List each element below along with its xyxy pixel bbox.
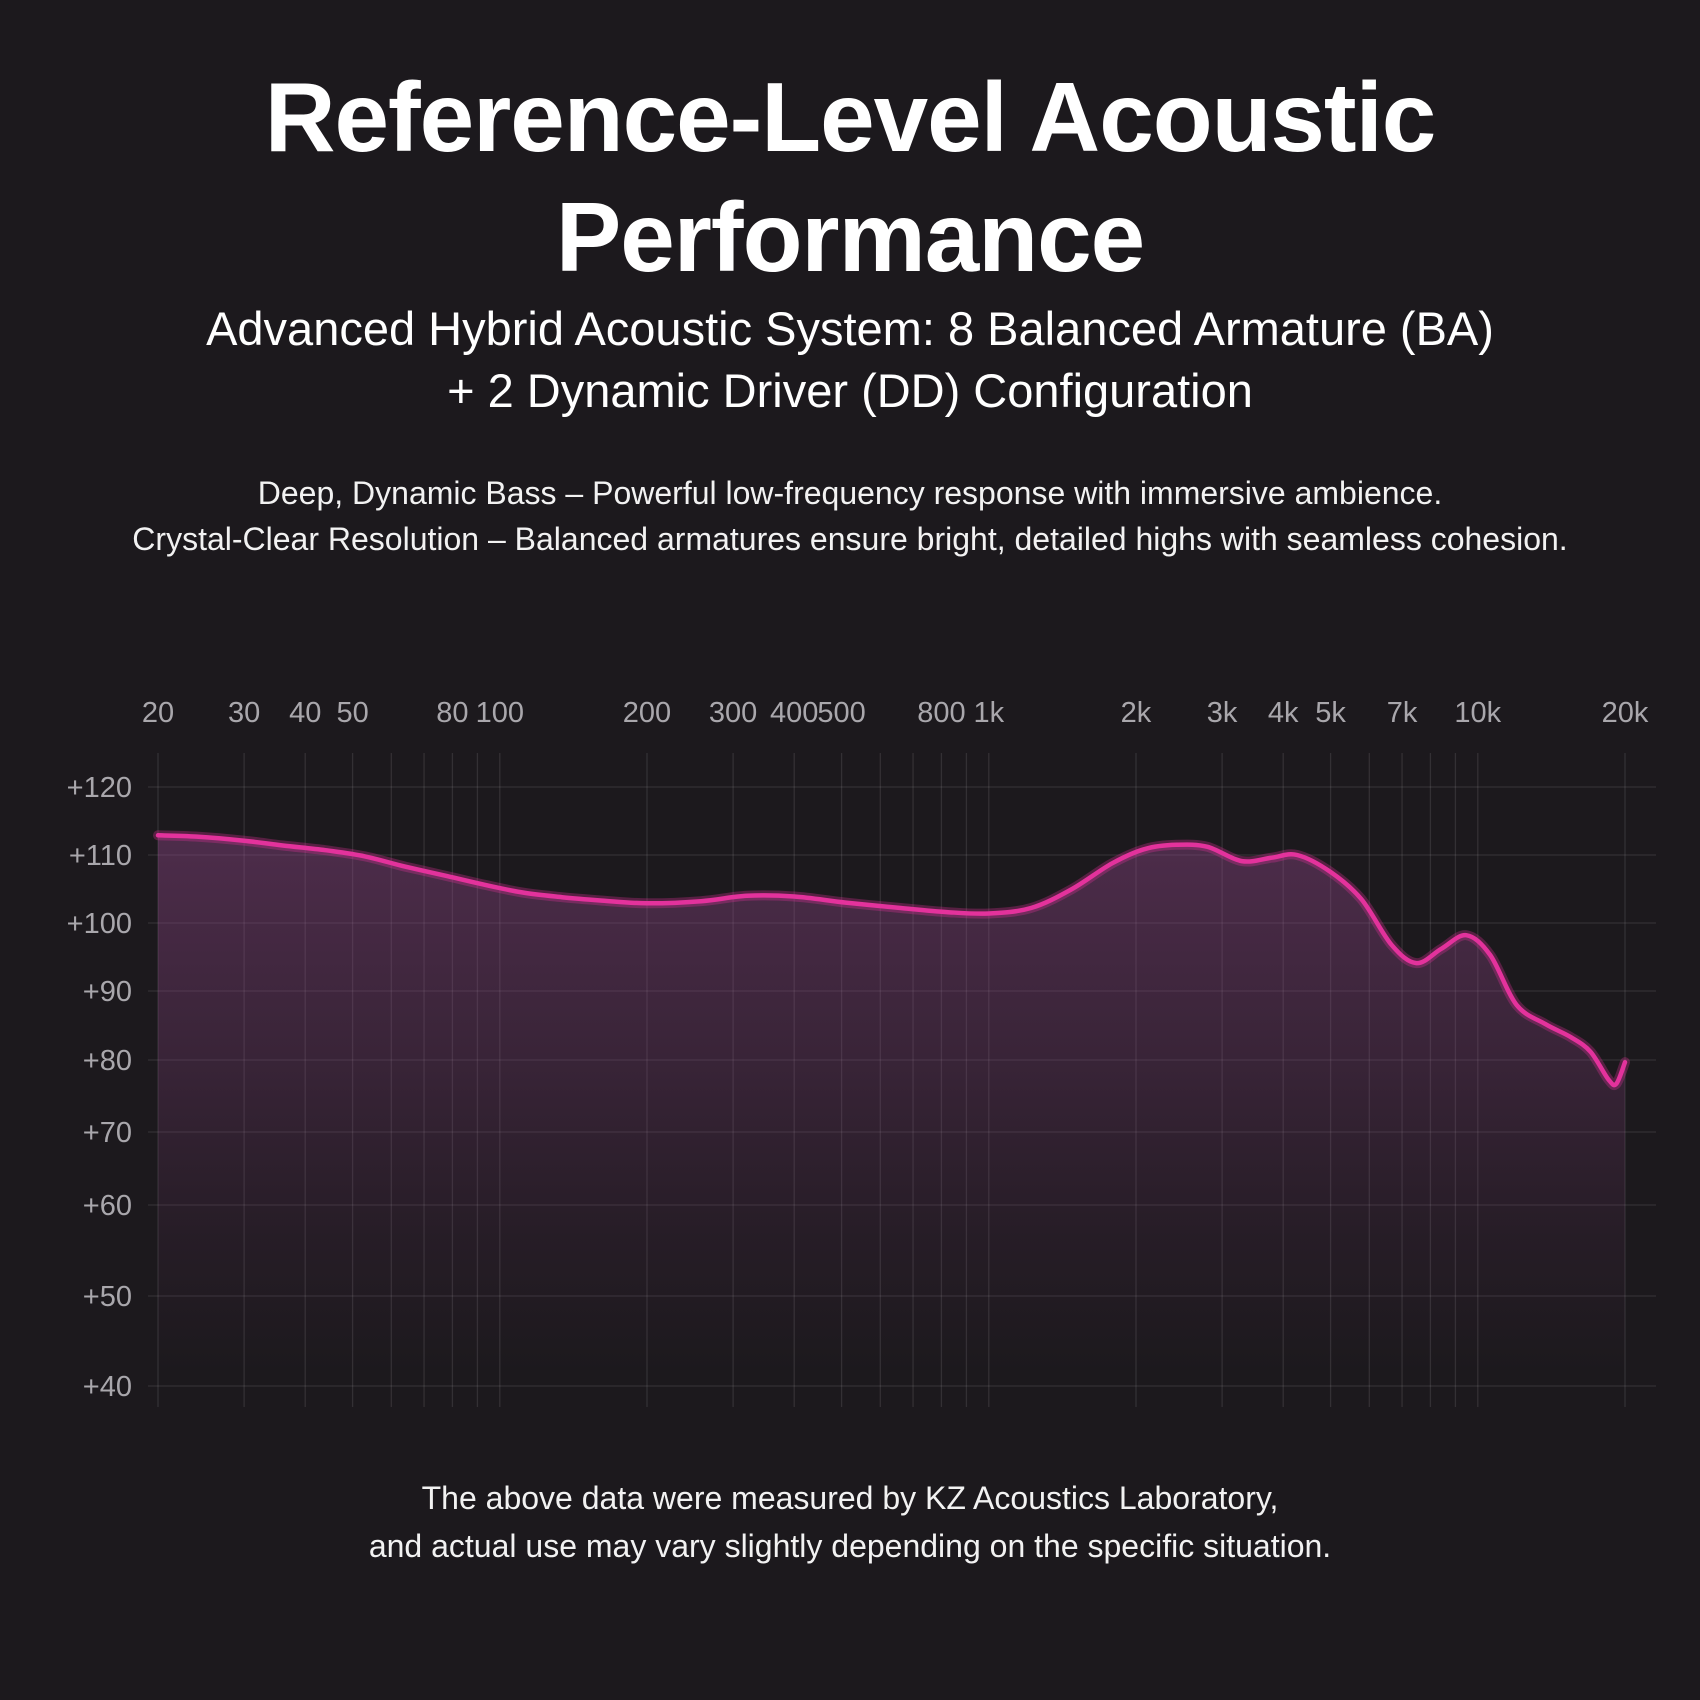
response-curve [155,833,1628,1088]
x-tick-label: 400 [770,697,818,729]
page-title-line2: Performance [555,181,1145,292]
page-subtitle-line1: Advanced Hybrid Acoustic System: 8 Balan… [206,302,1494,355]
x-tick-label: 1k [973,697,1004,729]
y-tick-label: +100 [67,908,132,940]
x-tick-label: 300 [709,697,757,729]
x-tick-label: 40 [289,697,321,729]
y-axis-labels: +120 +110 +100 +90 +80 +70 +60 +50 +40 [67,772,132,1403]
y-tick-label: +120 [67,772,132,804]
disclaimer-line1: The above data were measured by KZ Acous… [421,1480,1279,1516]
y-tick-label: +70 [83,1117,132,1149]
y-tick-label: +50 [83,1281,132,1313]
x-tick-label: 4k [1268,697,1299,729]
x-tick-label: 20k [1602,697,1649,729]
y-tick-label: +40 [83,1371,132,1403]
feature-description: Deep, Dynamic Bass – Powerful low-freque… [0,470,1700,563]
y-tick-label: +80 [83,1045,132,1077]
page-subtitle: Advanced Hybrid Acoustic System: 8 Balan… [0,298,1700,422]
page-title-line1: Reference-Level Acoustic [264,62,1437,172]
page-title: Reference-Level Acoustic Performance [0,58,1700,297]
x-tick-label: 20 [142,697,174,729]
y-tick-label: +110 [69,840,132,872]
x-tick-label: 3k [1207,697,1238,729]
x-tick-label: 200 [623,697,671,729]
x-tick-label: 50 [336,697,368,729]
y-tick-label: +90 [83,976,132,1008]
feature-description-line1: Deep, Dynamic Bass – Powerful low-freque… [257,475,1443,511]
x-tick-label: 100 [476,697,524,729]
x-tick-label: 7k [1387,697,1418,729]
x-tick-label: 30 [228,697,260,729]
x-tick-label: 800 [917,697,965,729]
x-tick-label: 80 [436,697,468,729]
y-tick-label: +60 [83,1190,132,1222]
feature-description-line2: Crystal-Clear Resolution – Balanced arma… [132,521,1568,558]
x-tick-label: 500 [817,697,865,729]
response-area [158,835,1625,1395]
x-tick-label: 2k [1121,697,1152,729]
x-tick-label: 5k [1315,697,1346,729]
disclaimer-text: The above data were measured by KZ Acous… [0,1474,1700,1570]
page-subtitle-line2: + 2 Dynamic Driver (DD) Configuration [447,364,1253,418]
disclaimer-line2: and actual use may vary slightly dependi… [368,1528,1332,1564]
x-tick-label: 10k [1454,697,1501,729]
